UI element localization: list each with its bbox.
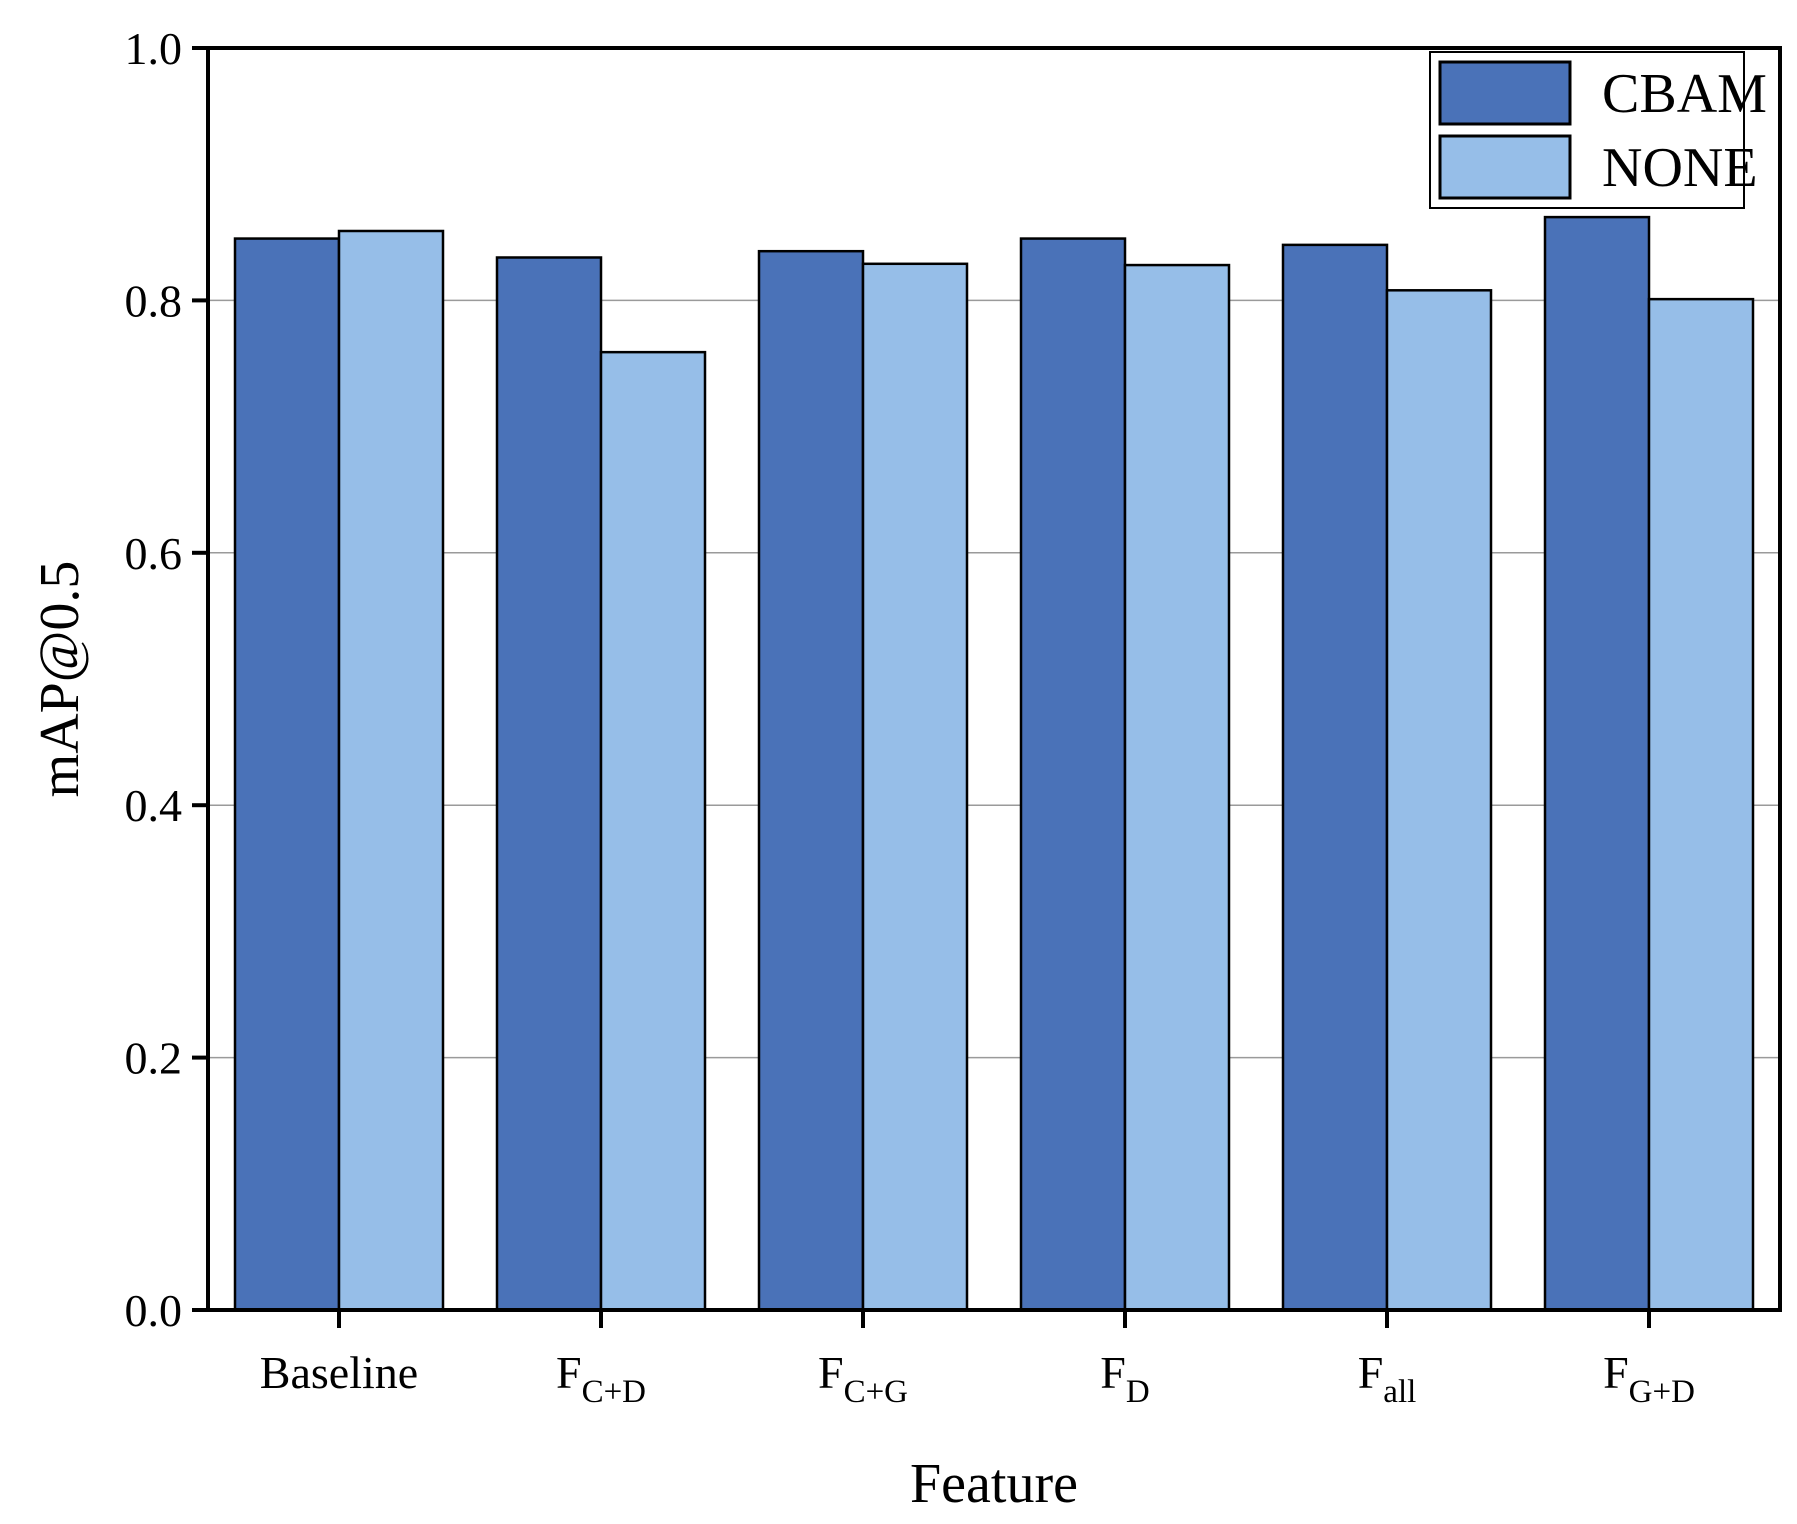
- y-tick-label: 0.4: [125, 780, 183, 831]
- y-tick-label: 0.6: [125, 528, 183, 579]
- legend: CBAM NONE: [1429, 51, 1767, 209]
- bar-none-4: [1385, 289, 1493, 1312]
- bar-none-0: [337, 229, 445, 1312]
- category-labels: Baseline FC+D FC+G FD Fall FG+D: [260, 1347, 1695, 1410]
- tick-labels: 0.0 0.2 0.4 0.6 0.8 1.0: [125, 23, 183, 1336]
- y-axis-title: mAP@0.5: [29, 561, 91, 798]
- bar-cbam-1: [495, 256, 603, 1312]
- x-tick-label: Fall: [1358, 1347, 1417, 1410]
- grid-lines: [208, 299, 1780, 1059]
- x-tick-label: FD: [1100, 1347, 1149, 1410]
- bars: [233, 215, 1755, 1312]
- y-tick-label: 0.8: [125, 275, 183, 326]
- y-tick-label: 0.2: [125, 1033, 183, 1084]
- legend-swatch-none: [1438, 134, 1572, 200]
- x-tick-label: FG+D: [1603, 1347, 1695, 1410]
- y-tick-label: 1.0: [125, 23, 183, 74]
- x-tick-label: Baseline: [260, 1347, 418, 1398]
- bar-cbam-4: [1281, 243, 1389, 1312]
- x-tick-label: FC+G: [818, 1347, 908, 1410]
- legend-swatch-cbam: [1438, 60, 1572, 126]
- bar-cbam-5: [1543, 215, 1651, 1312]
- bar-cbam-2: [757, 249, 865, 1312]
- x-axis-title: Feature: [910, 1453, 1078, 1515]
- bar-cbam-3: [1019, 237, 1127, 1312]
- bar-none-5: [1647, 297, 1755, 1312]
- bar-none-3: [1123, 263, 1231, 1312]
- bar-none-2: [861, 262, 969, 1312]
- legend-label-cbam: CBAM: [1602, 63, 1767, 125]
- x-tick-label: FC+D: [556, 1347, 646, 1410]
- bar-none-1: [599, 350, 707, 1312]
- plot-frame: [206, 46, 1782, 1312]
- axes: [192, 46, 1782, 1328]
- legend-label-none: NONE: [1602, 137, 1758, 199]
- bar-cbam-0: [233, 237, 341, 1312]
- y-tick-label: 0.0: [125, 1285, 183, 1336]
